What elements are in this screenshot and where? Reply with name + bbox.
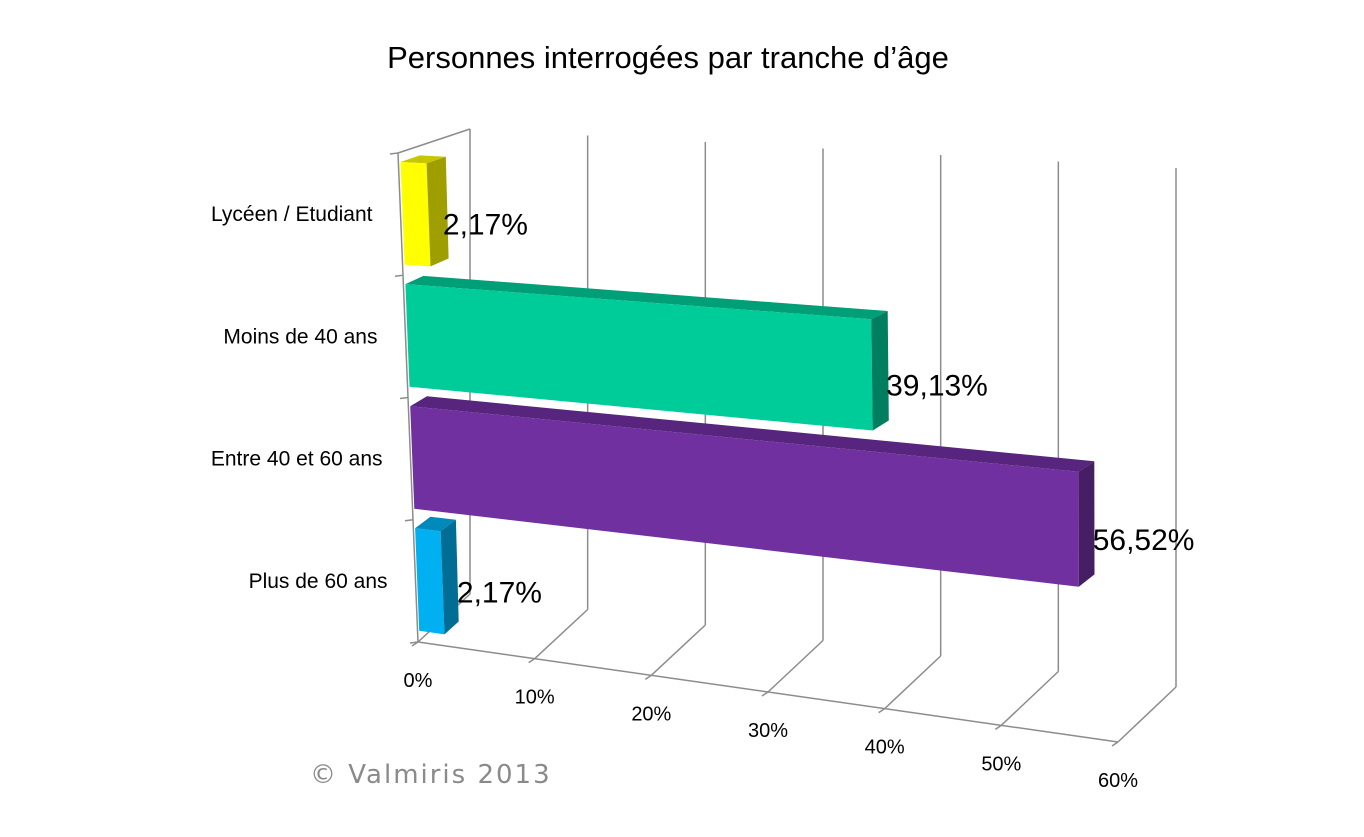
chart-title: Personnes interrogées par tranche d’âge: [387, 40, 949, 75]
data-label: 39,13%: [886, 369, 988, 402]
bar-end-face: [871, 311, 889, 431]
bar-top-face: [400, 155, 446, 164]
y-tick: [389, 152, 399, 155]
bar-end-face: [440, 519, 459, 635]
bar: [415, 516, 459, 635]
x-tick-label: 0%: [404, 670, 433, 692]
y-tick: [399, 396, 409, 400]
floor-gridline: [650, 624, 706, 676]
bar-front-face: [400, 162, 431, 267]
x-tick: [644, 674, 652, 680]
x-tick: [878, 708, 886, 714]
category-label: Moins de 40 ans: [223, 325, 377, 348]
x-tick: [1111, 741, 1119, 747]
category-label: Plus de 60 ans: [249, 570, 388, 593]
axes: [389, 128, 1119, 747]
x-tick: [761, 691, 769, 697]
copyright-watermark: © Valmiris 2013: [310, 760, 552, 790]
bar: [405, 275, 889, 431]
floor-gridline: [1117, 686, 1177, 743]
floor-gridline: [884, 655, 942, 710]
bar-front-face: [410, 406, 1079, 587]
bar-top-face: [415, 516, 456, 532]
category-label: Lycéen / Etudiant: [211, 203, 373, 226]
x-tick-label: 40%: [865, 737, 905, 759]
bar-end-face: [1078, 461, 1095, 587]
data-label: 2,17%: [457, 577, 542, 610]
x-tick-label: 20%: [631, 703, 671, 725]
bar-front-face: [415, 528, 445, 635]
x-tick-label: 10%: [515, 687, 555, 709]
labels: 0% 10% 20% 30% 40% 50% 60% Lycéen / Etudiant 2,1…: [211, 203, 1195, 792]
bar: [410, 396, 1095, 587]
data-label: 56,52%: [1093, 524, 1195, 557]
wall-top-edge: [397, 128, 471, 154]
bar-end-face: [426, 156, 449, 267]
x-tick: [994, 724, 1002, 730]
x-tick-label: 50%: [981, 753, 1021, 775]
bars: [400, 155, 1095, 635]
x-tick-label: 60%: [1098, 770, 1138, 792]
floor-gridline: [767, 639, 824, 693]
bar: [400, 155, 449, 267]
category-label: Entre 40 et 60 ans: [211, 448, 383, 471]
x-tick: [528, 658, 536, 664]
bar-top-face: [410, 396, 1095, 472]
y-tick: [409, 641, 419, 644]
bar-top-face: [405, 275, 888, 320]
floor-gridline: [1000, 670, 1059, 726]
y-tick: [394, 274, 404, 277]
data-label: 2,17%: [443, 209, 528, 242]
x-tick-label: 30%: [748, 720, 788, 742]
y-tick: [404, 519, 414, 522]
bar-front-face: [405, 284, 873, 431]
floor-gridline: [534, 608, 589, 660]
